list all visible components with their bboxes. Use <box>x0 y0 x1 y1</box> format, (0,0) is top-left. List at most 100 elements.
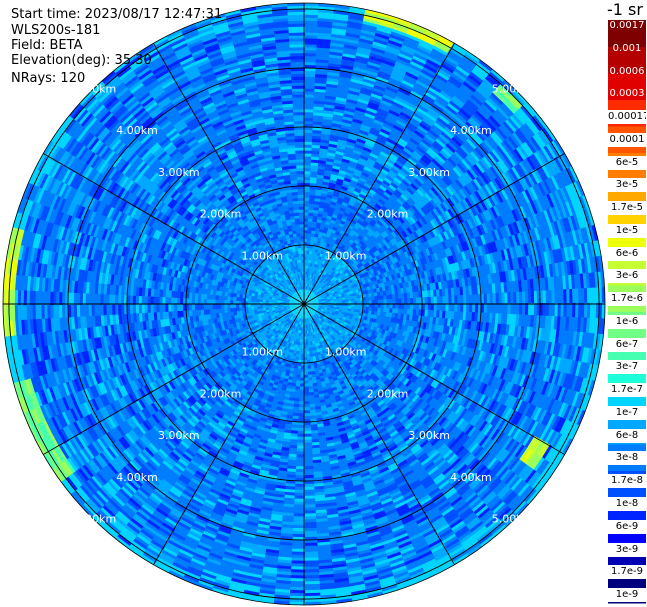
ppi-cell <box>356 181 366 189</box>
ppi-cell <box>335 150 346 156</box>
ppi-cell <box>303 197 311 201</box>
ppi-cell <box>349 129 361 136</box>
ppi-cell <box>305 294 307 299</box>
ppi-cell <box>405 71 421 81</box>
ppi-cell <box>332 18 351 25</box>
ppi-cell <box>340 61 357 68</box>
ppi-cell <box>446 52 463 65</box>
ppi-cell <box>420 119 434 131</box>
ppi-cell <box>365 109 378 117</box>
ppi-cell <box>303 141 314 145</box>
ppi-cell <box>392 100 406 110</box>
ppi-cell <box>352 173 362 181</box>
ppi-cell <box>354 143 366 150</box>
ppi-cell <box>303 79 317 84</box>
ppi-cell <box>336 144 347 151</box>
ppi-cell <box>447 49 465 63</box>
ppi-cell <box>447 77 464 90</box>
ppi-cell <box>328 53 345 60</box>
ppi-cell <box>350 179 359 186</box>
ppi-cell <box>337 175 346 181</box>
ppi-cell <box>305 297 307 302</box>
ppi-cell <box>304 294 306 299</box>
ppi-cell <box>303 253 307 257</box>
ppi-cell <box>356 49 373 57</box>
ppi-cell <box>376 110 390 119</box>
ppi-cell <box>360 123 373 131</box>
ppi-cell <box>303 220 309 225</box>
ppi-cell <box>305 288 308 293</box>
ppi-cell <box>384 160 395 169</box>
ppi-cell <box>332 113 345 120</box>
ppi-cell <box>306 285 308 290</box>
ppi-cell <box>305 265 309 269</box>
ppi-cell <box>303 188 311 193</box>
ppi-cell <box>382 145 394 154</box>
ppi-cell <box>373 118 386 127</box>
ppi-cell <box>403 126 416 137</box>
ppi-cell <box>358 37 376 45</box>
ppi-cell <box>441 60 458 72</box>
ppi-cell <box>303 108 315 113</box>
ppi-cell <box>308 280 311 285</box>
ppi-cell <box>343 176 353 183</box>
ppi-cell <box>303 114 315 119</box>
ppi-cell <box>378 130 391 139</box>
ppi-cell <box>310 271 313 276</box>
ppi-cell <box>359 190 369 197</box>
ppi-cell <box>305 270 308 275</box>
ppi-cell <box>363 115 376 123</box>
ppi-cell <box>303 182 311 187</box>
ppi-cell <box>366 106 380 115</box>
ppi-cell <box>427 85 442 97</box>
ppi-cell <box>352 148 363 156</box>
ppi-cell <box>386 42 404 51</box>
ppi-cell <box>347 17 366 25</box>
ppi-cell <box>432 45 450 57</box>
ppi-cell <box>360 28 378 37</box>
ppi-cell <box>350 78 365 85</box>
ppi-cell <box>391 147 403 156</box>
ppi-cell <box>345 206 353 213</box>
ppi-cell <box>305 285 307 290</box>
ppi-cell <box>383 53 400 62</box>
ppi-cell <box>415 106 429 117</box>
ppi-cell <box>303 58 318 63</box>
ppi-cell <box>346 187 356 194</box>
ppi-cell <box>366 177 376 185</box>
ppi-cell <box>329 134 341 140</box>
ppi-cell <box>368 154 379 163</box>
ppi-cell <box>424 27 442 39</box>
ppi-cell <box>304 297 307 302</box>
ppi-cell <box>343 43 360 51</box>
ppi-cell <box>388 77 404 87</box>
ppi-cell <box>384 88 399 97</box>
ppi-cell <box>417 44 434 55</box>
ppi-cell <box>439 90 455 102</box>
ppi-cell <box>392 66 409 76</box>
ppi-cell <box>333 12 351 19</box>
ppi-cell <box>303 167 312 172</box>
ppi-cell <box>444 55 462 68</box>
ppi-cell <box>334 153 345 159</box>
ppi-cell <box>406 97 421 108</box>
ppi-cell <box>367 132 380 140</box>
ppi-cell <box>351 192 360 200</box>
ppi-cell <box>311 281 314 286</box>
ppi-cell <box>366 135 379 143</box>
ppi-cell <box>358 192 367 200</box>
ppi-cell <box>369 171 379 180</box>
ppi-cell <box>344 38 362 45</box>
ppi-cell <box>311 288 315 293</box>
ppi-cell <box>377 20 396 30</box>
ppi-cell <box>374 81 389 90</box>
ppi-cell <box>355 140 367 148</box>
ppi-cell <box>348 132 360 139</box>
ppi-cell <box>363 143 375 151</box>
ppi-cell <box>303 147 313 151</box>
ppi-cell <box>303 76 317 81</box>
ppi-cell <box>303 161 313 166</box>
ppi-cell <box>303 93 316 98</box>
ppi-cell <box>381 96 396 105</box>
ppi-cell <box>431 78 447 90</box>
